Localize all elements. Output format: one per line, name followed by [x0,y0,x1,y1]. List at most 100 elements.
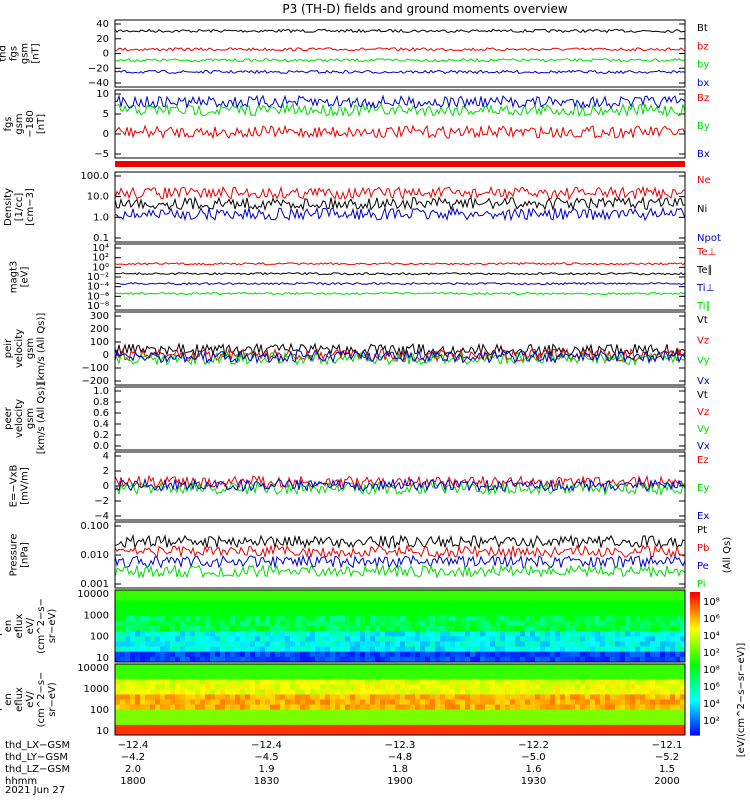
ytick-label: 10⁴ [92,243,109,254]
spectrogram-cell [620,699,626,706]
spectrogram-cell [195,664,201,670]
spectrogram-cell [380,590,386,596]
spectrogram-cell [420,646,426,653]
spectrogram-cell [360,636,366,642]
spectrogram-cell [635,651,641,658]
colorbar-cell [690,711,700,715]
spectrogram-cell [230,724,236,731]
spectrogram-cell [455,684,461,690]
spectrogram-cell [565,714,571,721]
spectrogram-cell [540,656,546,663]
spectrogram-cell [165,631,171,637]
spectrogram-cell [120,719,126,726]
spectrogram-cell [520,709,526,716]
spectrogram-cell [175,605,181,612]
spectrogram-cell [480,674,486,680]
spectrogram-cell [600,664,606,670]
spectrogram-cell [420,714,426,721]
spectrogram-cell [315,651,321,658]
spectrogram-cell [185,689,191,695]
spectrogram-cell [445,631,451,637]
spectrogram-cell [660,631,666,637]
spectrogram-cell [610,636,616,642]
spectrogram-cell [380,615,386,622]
spectrogram-cell [120,615,126,622]
spectrogram-cell [670,714,676,721]
spectrogram-cell [440,656,446,663]
spectrogram-cell [635,610,641,617]
spectrogram-cell [250,641,256,648]
spectrogram-cell [440,646,446,653]
colorbar-cell [690,694,700,698]
spectrogram-cell [190,590,196,596]
spectrogram-cell [535,729,541,736]
spectrogram-cell [570,656,576,663]
spectrogram-cell [190,704,196,711]
spectrogram-cell [590,656,596,663]
spectrogram-cell [405,719,411,726]
colorbar-cell [690,630,700,634]
spectrogram-cell [340,684,346,690]
spectrogram-cell [490,590,496,596]
spectrogram-cell [435,664,441,670]
spectrogram-cell [505,729,511,736]
spectrogram-cell [415,664,421,670]
colorbar-cell [690,620,700,624]
spectrogram-cell [425,600,431,606]
spectrogram-cell [250,689,256,695]
spectrogram-cell [425,610,431,617]
spectrogram-cell [405,669,411,675]
spectrogram-cell [535,704,541,711]
spectrogram-cell [500,641,506,648]
spectrogram-cell [650,626,656,632]
spectrogram-cell [255,729,261,736]
spectrogram-cell [530,719,536,726]
spectrogram-cell [520,646,526,653]
spectrogram-cell [520,699,526,706]
spectrogram-cell [540,610,546,617]
spectrogram-cell [210,651,216,658]
spectrogram-cell [490,724,496,731]
spectrogram-cell [575,719,581,726]
spectrogram-cell [205,656,211,663]
spectrogram-cell [570,664,576,670]
spectrogram-cell [305,615,311,622]
spectrogram-cell [315,729,321,736]
spectrogram-cell [490,674,496,680]
spectrogram-cell [655,694,661,700]
spectrogram-cell [445,646,451,653]
spectrogram-cell [410,595,416,601]
spectrogram-cell [595,674,601,680]
spectrogram-cell [360,699,366,706]
spectrogram-cell [215,724,221,731]
spectrogram-cell [180,674,186,680]
spectrogram-cell [615,714,621,721]
spectrogram-cell [400,590,406,596]
spectrogram-cell [530,656,536,663]
spectrogram-cell [505,590,511,596]
xaxis-value: −12.3 [385,740,416,751]
spectrogram-cell [545,656,551,663]
spectrogram-cell [595,595,601,601]
spectrogram-cell [560,646,566,653]
spectrogram-cell [610,605,616,612]
spectrogram-cell [120,620,126,627]
spectrogram-cell [250,664,256,670]
spectrogram-cell [370,631,376,637]
spectrogram-cell [260,664,266,670]
spectrogram-cell [115,669,121,675]
spectrogram-cell [645,641,651,648]
spectrogram-cell [590,620,596,627]
spectrogram-cell [165,729,171,736]
spectrogram-cell [605,615,611,622]
spectrogram-cell [245,600,251,606]
panel-frame [114,89,686,159]
series-fgs_zoom-Bz [114,124,686,140]
spectrogram-cell [615,595,621,601]
colorbar-cell [690,632,700,636]
spectrogram-cell [185,656,191,663]
spectrogram-cell [310,704,316,711]
spectrogram-cell [360,729,366,736]
